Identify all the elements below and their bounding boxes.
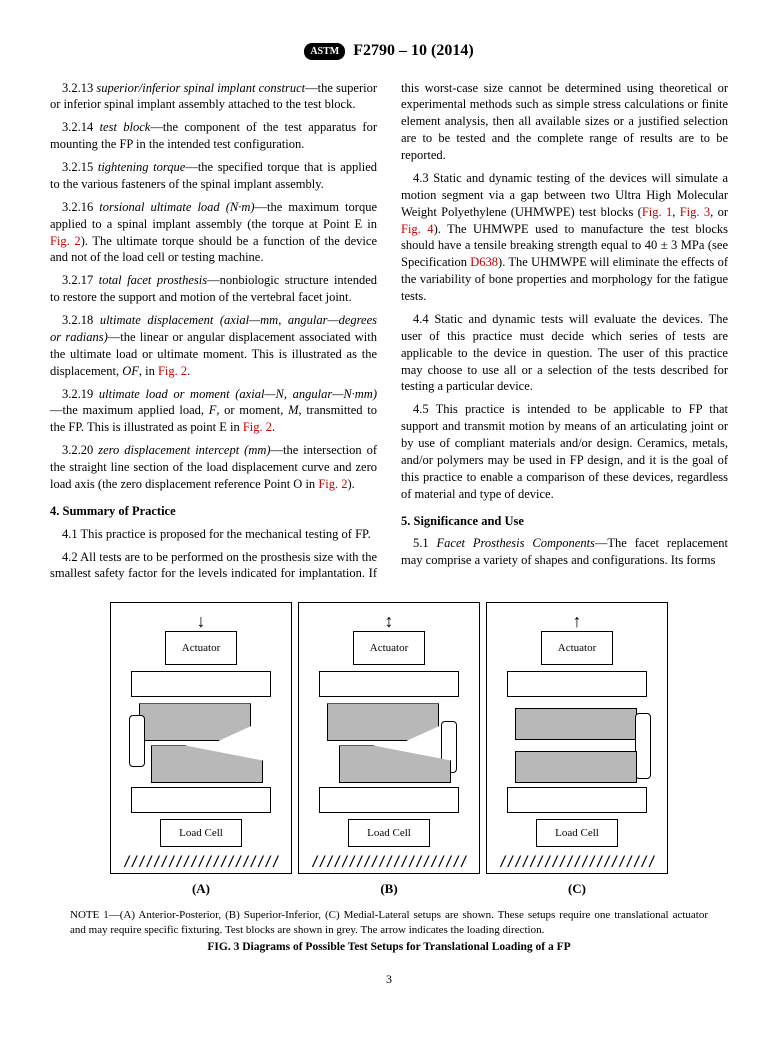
para-4-3: 4.3 Static and dynamic testing of the de… [401,170,728,305]
section-5-heading: 5. Significance and Use [401,513,728,530]
fig2-ref: Fig. 2 [243,420,272,434]
panel-label-b: (B) [380,880,397,898]
fixture-icon [129,715,145,767]
para-5-1: 5.1 Facet Prosthesis Components—The face… [401,535,728,569]
page-header: ASTM F2790 – 10 (2014) [50,40,728,62]
standard-code: F2790 – 10 (2014) [353,42,473,59]
fig2-ref: Fig. 2 [158,364,187,378]
ground-hatch-icon: //////////////////////// [311,853,467,867]
test-block-upper [515,708,637,740]
fig3-ref: Fig. 3 [680,205,710,219]
load-arrow-icon: ↕ [385,609,394,633]
bottom-platen [319,787,459,813]
para-4-4: 4.4 Static and dynamic tests will evalua… [401,311,728,395]
actuator-label: Actuator [165,631,237,665]
fig2-ref: Fig. 2 [318,477,347,491]
test-block-lower [151,745,263,783]
def-3-2-19: 3.2.19 ultimate load or moment (axial—N,… [50,386,377,437]
astm-logo: ASTM [304,43,345,61]
def-3-2-15: 3.2.15 tightening torque—the specified t… [50,159,377,193]
test-block-lower [339,745,451,783]
actuator-label: Actuator [541,631,613,665]
page-number: 3 [50,971,728,987]
ground-hatch-icon: //////////////////////// [123,853,279,867]
figure-caption: FIG. 3 Diagrams of Possible Test Setups … [50,940,728,956]
body-columns: 3.2.13 superior/inferior spinal implant … [50,80,728,583]
loadcell-label: Load Cell [160,819,242,847]
load-arrow-icon: ↑ [573,609,582,633]
loadcell-label: Load Cell [348,819,430,847]
panel-label-a: (A) [192,880,210,898]
figure-note: NOTE 1—(A) Anterior-Posterior, (B) Super… [70,908,708,938]
top-platen [319,671,459,697]
fig3-panel-b: ↕ Actuator Load Cell ///////////////////… [298,602,480,874]
def-3-2-14: 3.2.14 test block—the component of the t… [50,119,377,153]
top-platen [131,671,271,697]
test-block-upper [139,703,251,741]
d638-ref: D638 [470,255,498,269]
fixture-icon [635,713,651,779]
bottom-platen [507,787,647,813]
def-3-2-16: 3.2.16 torsional ultimate load (N·m)—the… [50,199,377,267]
panel-label-c: (C) [568,880,586,898]
para-4-5: 4.5 This practice is intended to be appl… [401,401,728,502]
loadcell-label: Load Cell [536,819,618,847]
bottom-platen [131,787,271,813]
fig4-ref: Fig. 4 [401,222,434,236]
para-4-1: 4.1 This practice is proposed for the me… [50,526,377,543]
test-block-lower [515,751,637,783]
section-4-heading: 4. Summary of Practice [50,503,377,520]
def-3-2-20: 3.2.20 zero displacement intercept (mm)—… [50,442,377,493]
def-3-2-17: 3.2.17 total facet prosthesis—nonbiologi… [50,272,377,306]
load-arrow-icon: ↓ [197,609,206,633]
fig3-panel-c: ↑ Actuator Load Cell ///////////////////… [486,602,668,874]
actuator-label: Actuator [353,631,425,665]
fig3-panel-a: ↓ Actuator Load Cell ///////////////////… [110,602,292,874]
def-3-2-13: 3.2.13 superior/inferior spinal implant … [50,80,377,114]
def-3-2-18: 3.2.18 ultimate displacement (axial—mm, … [50,312,377,380]
figure-3: ↓ Actuator Load Cell ///////////////////… [50,602,728,955]
ground-hatch-icon: //////////////////////// [499,853,655,867]
fig1-ref: Fig. 1 [642,205,672,219]
test-block-upper [327,703,439,741]
top-platen [507,671,647,697]
fig2-ref: Fig. 2 [50,234,81,248]
